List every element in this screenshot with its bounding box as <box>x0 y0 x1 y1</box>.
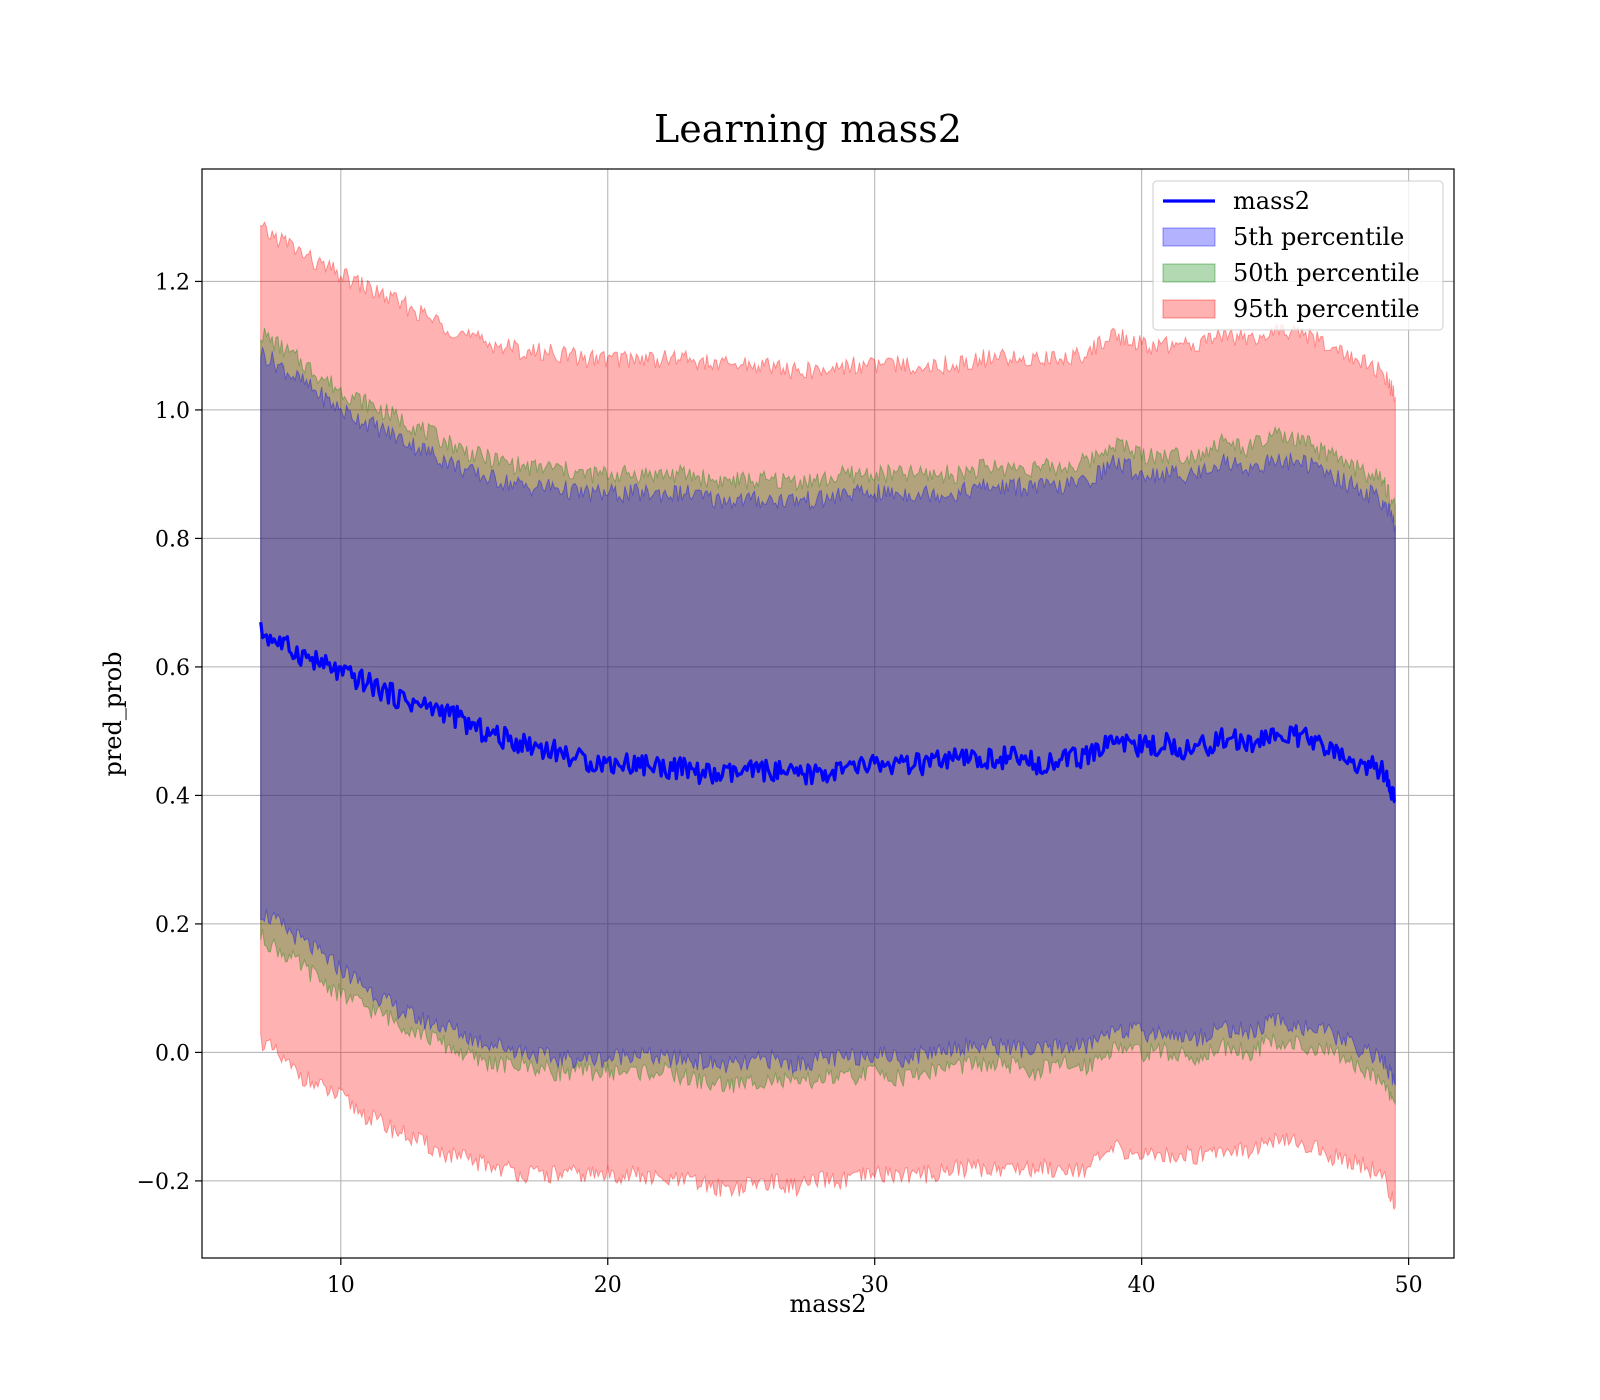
x-tick-label: 20 <box>594 1273 622 1298</box>
chart-title: Learning mass2 <box>654 107 962 151</box>
y-tick-label: −0.2 <box>137 1170 190 1195</box>
legend-swatch-band <box>1162 299 1216 319</box>
y-tick-label: 0.6 <box>155 656 190 681</box>
x-tick-label: 50 <box>1395 1273 1423 1298</box>
legend-label: 50th percentile <box>1233 259 1420 287</box>
x-tick-label: 40 <box>1128 1273 1156 1298</box>
x-tick-label: 30 <box>861 1273 889 1298</box>
band-50th-percentile <box>260 327 1396 1106</box>
x-ticks: 10 20 30 40 50 <box>327 1258 1423 1298</box>
y-axis-label: pred_prob <box>99 651 127 776</box>
series-lines <box>259 621 1396 804</box>
percentile-bands <box>260 221 1396 1211</box>
legend-label: mass2 <box>1233 187 1310 215</box>
y-ticks: −0.2 0.0 0.2 0.4 0.6 0.8 1.0 1.2 <box>137 270 202 1195</box>
legend-swatch-band <box>1162 263 1216 283</box>
x-tick-label: 10 <box>327 1273 355 1298</box>
band-95th-percentile <box>260 221 1396 1211</box>
y-tick-label: 1.0 <box>155 399 190 424</box>
band-5th-percentile <box>260 347 1396 1087</box>
y-tick-label: 1.2 <box>155 270 190 295</box>
legend-label: 5th percentile <box>1233 223 1404 251</box>
y-tick-label: 0.8 <box>155 527 190 552</box>
legend-swatch-band <box>1162 227 1216 247</box>
legend-label: 95th percentile <box>1233 295 1420 323</box>
y-tick-label: 0.0 <box>155 1041 190 1066</box>
line-mass2 <box>259 621 1396 804</box>
legend: mass2 5th percentile 50th percentile 95th p… <box>1152 180 1444 331</box>
y-tick-label: 0.4 <box>155 784 190 809</box>
legend-box <box>1152 180 1444 331</box>
x-axis-label: mass2 <box>790 1290 867 1318</box>
y-tick-label: 0.2 <box>155 913 190 938</box>
plot-frame <box>201 168 1455 1259</box>
